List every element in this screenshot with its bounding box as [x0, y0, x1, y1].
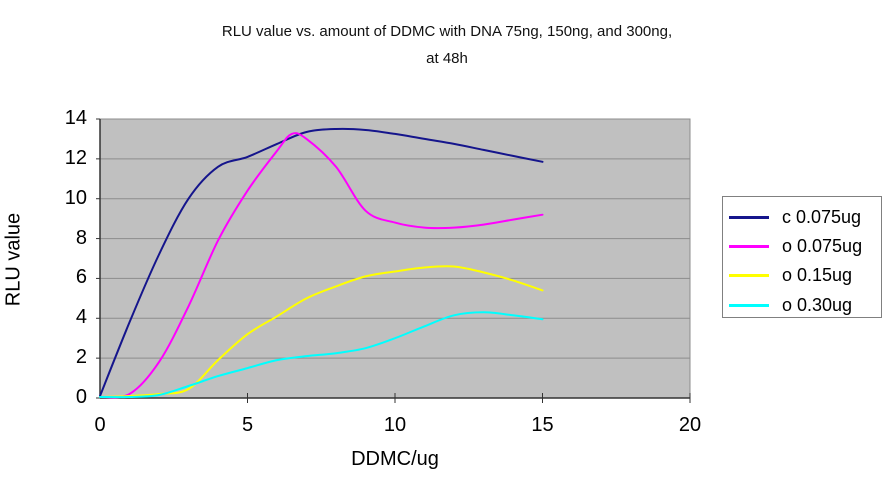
- chart-title-line2: at 48h: [426, 50, 468, 67]
- x-tick-label-20: 20: [678, 414, 702, 436]
- legend-item: o 0.30ug: [723, 293, 852, 317]
- y-tick-label-8: 8: [75, 226, 87, 249]
- x-tick-label-15: 15: [531, 414, 554, 436]
- legend-item: c 0.075ug: [723, 205, 861, 229]
- y-tick-label-10: 10: [64, 186, 87, 209]
- legend-item-label: o 0.15ug: [782, 264, 853, 285]
- legend-swatch-line: [729, 303, 769, 307]
- series-line-o-0.30ug: [99, 311, 544, 399]
- legend-item-label: o 0.075ug: [782, 235, 863, 256]
- legend-item: o 0.15ug: [723, 263, 852, 287]
- legend-item-label: o 0.30ug: [782, 294, 853, 315]
- x-tick-label-10: 10: [383, 414, 407, 436]
- legend: c 0.075ug o 0.075ug o 0.15ug o 0.30ug: [722, 196, 882, 318]
- y-tick-label-6: 6: [75, 266, 87, 289]
- legend-item: o 0.075ug: [723, 234, 862, 258]
- y-tick-label-12: 12: [64, 146, 87, 169]
- series-line-c-0.075ug: [99, 127, 544, 397]
- x-tick-label-0: 0: [94, 414, 106, 436]
- series-line-o-0.075ug: [99, 132, 544, 399]
- legend-swatch-line: [729, 215, 769, 219]
- chart-title: RLU value vs. amount of DDMC with DNA 75…: [0, 18, 894, 72]
- x-axis-title: DDMC/ug: [351, 448, 439, 470]
- y-tick-label-4: 4: [75, 306, 87, 329]
- chart-title-line1: RLU value vs. amount of DDMC with DNA 75…: [221, 23, 673, 40]
- legend-swatch-line: [729, 244, 769, 248]
- legend-item-label: c 0.075ug: [782, 206, 862, 227]
- x-tick-label-5: 5: [241, 414, 254, 436]
- plot-background: [99, 118, 691, 399]
- series-line-o-0.15ug: [99, 265, 544, 398]
- y-axis-title: RLU value: [2, 212, 25, 307]
- y-tick-label-2: 2: [75, 346, 87, 369]
- legend-swatch-line: [729, 273, 769, 277]
- y-tick-label-0: 0: [75, 386, 87, 408]
- y-tick-label-14: 14: [64, 107, 87, 129]
